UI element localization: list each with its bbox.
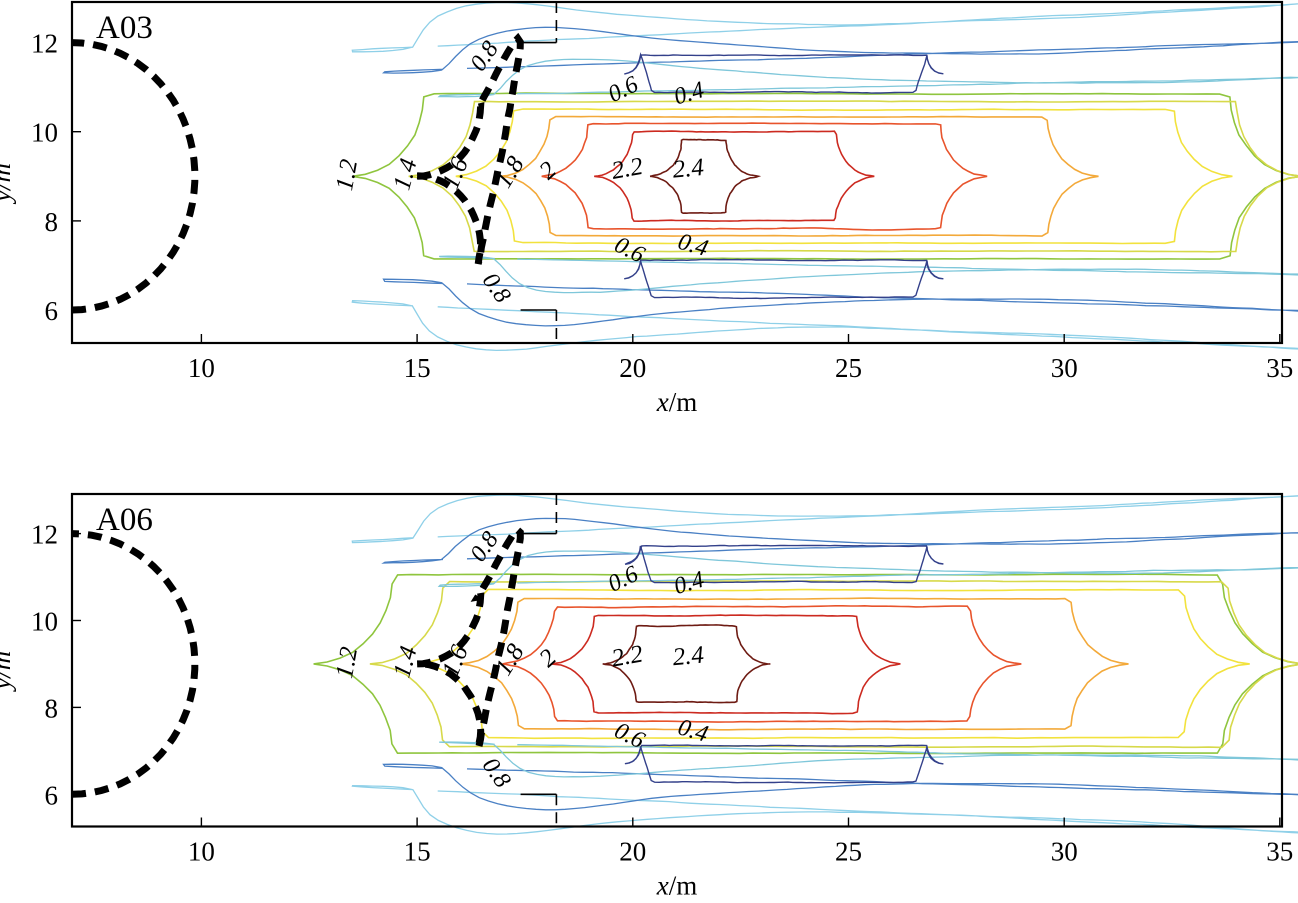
svg-text:10: 10 — [188, 353, 215, 383]
svg-text:20: 20 — [619, 837, 646, 867]
svg-text:2.2: 2.2 — [609, 153, 644, 185]
svg-text:1.2: 1.2 — [331, 645, 363, 680]
svg-text:20: 20 — [619, 353, 646, 383]
svg-text:y/m: y/m — [0, 163, 16, 205]
svg-text:A06: A06 — [96, 502, 153, 538]
svg-text:30: 30 — [1051, 837, 1078, 867]
svg-text:1.2: 1.2 — [331, 157, 363, 192]
svg-text:6: 6 — [45, 296, 59, 326]
svg-text:A03: A03 — [96, 10, 153, 46]
svg-text:12: 12 — [31, 29, 58, 59]
svg-text:25: 25 — [835, 837, 862, 867]
svg-text:2.2: 2.2 — [609, 641, 644, 673]
svg-text:25: 25 — [835, 353, 862, 383]
svg-text:x/m: x/m — [656, 387, 698, 417]
svg-text:8: 8 — [45, 207, 59, 237]
svg-text:2.4: 2.4 — [672, 642, 705, 672]
svg-text:35: 35 — [1266, 353, 1293, 383]
svg-text:12: 12 — [31, 520, 58, 550]
svg-text:35: 35 — [1266, 837, 1293, 867]
svg-text:15: 15 — [404, 353, 431, 383]
svg-text:15: 15 — [404, 837, 431, 867]
svg-text:2.4: 2.4 — [672, 154, 705, 184]
svg-text:y/m: y/m — [0, 651, 16, 693]
svg-text:x/m: x/m — [656, 871, 698, 901]
svg-text:10: 10 — [31, 118, 58, 148]
svg-text:6: 6 — [45, 780, 59, 810]
svg-text:30: 30 — [1051, 353, 1078, 383]
svg-text:10: 10 — [31, 607, 58, 637]
svg-text:8: 8 — [45, 693, 59, 723]
svg-text:10: 10 — [188, 837, 215, 867]
